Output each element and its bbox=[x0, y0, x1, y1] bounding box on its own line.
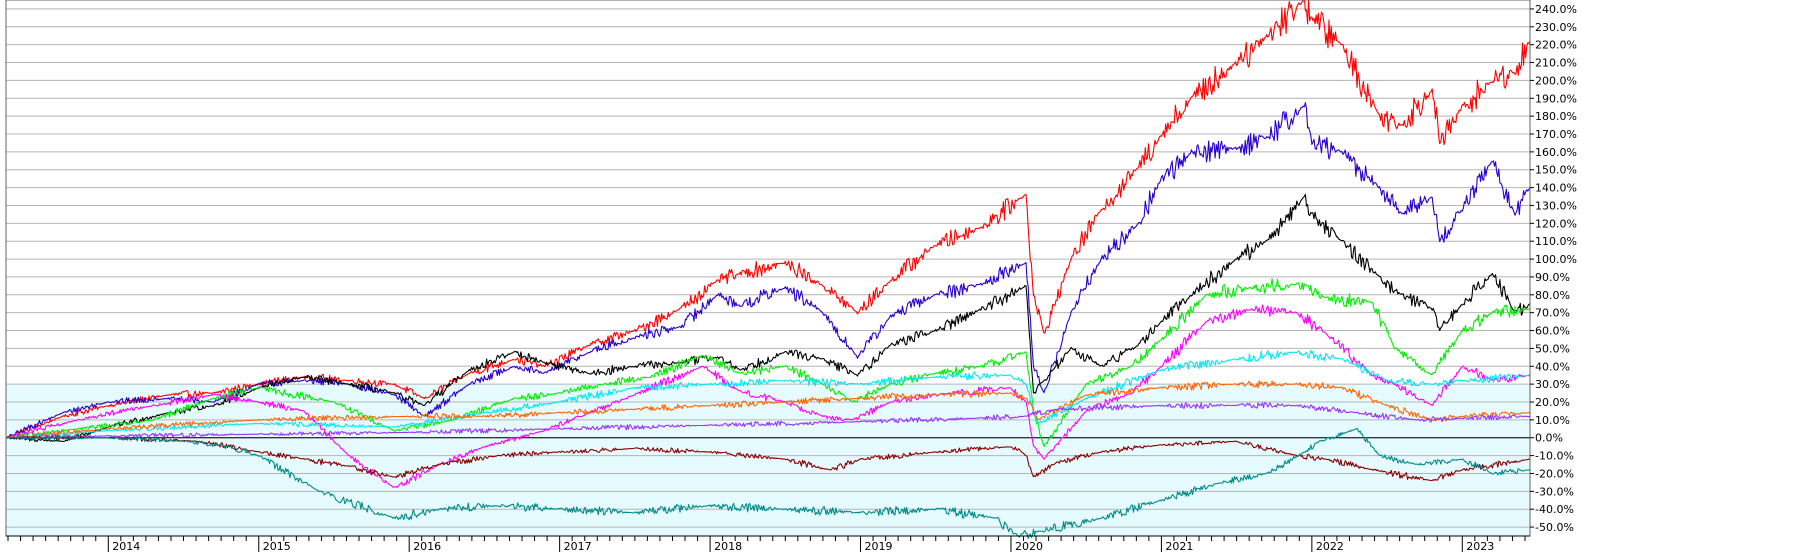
y-axis: 240.0% 230.0% 220.0% 210.0% 200.0% 190.0% 180.… bbox=[1530, 3, 1577, 534]
x-tick-label: 2016 bbox=[413, 540, 441, 553]
y-tick-label: 10.0% bbox=[1535, 414, 1570, 427]
x-tick-label: 2015 bbox=[263, 540, 291, 553]
y-tick-label: 230.0% bbox=[1535, 21, 1577, 34]
y-tick-label: 140.0% bbox=[1535, 182, 1577, 195]
y-tick-label: 40.0% bbox=[1535, 360, 1570, 373]
x-tick-label: 2017 bbox=[564, 540, 592, 553]
x-tick-label: 2020 bbox=[1015, 540, 1043, 553]
series-line bbox=[5, 278, 1531, 448]
series-line bbox=[5, 102, 1531, 439]
y-tick-label: 90.0% bbox=[1535, 271, 1570, 284]
y-tick-label: 30.0% bbox=[1535, 378, 1570, 391]
y-tick-label: 180.0% bbox=[1535, 110, 1577, 123]
series-line bbox=[5, 304, 1531, 488]
x-tick-label: 2014 bbox=[112, 540, 140, 553]
y-tick-label: -20.0% bbox=[1535, 467, 1574, 480]
series-line bbox=[5, 349, 1531, 439]
y-tick-label: 170.0% bbox=[1535, 128, 1577, 141]
y-tick-label: 150.0% bbox=[1535, 164, 1577, 177]
series-line bbox=[5, 402, 1531, 440]
y-tick-label: 160.0% bbox=[1535, 146, 1577, 159]
y-tick-label: 60.0% bbox=[1535, 325, 1570, 338]
series-line bbox=[5, 435, 1531, 482]
y-tick-label: 200.0% bbox=[1535, 74, 1577, 87]
y-tick-label: -30.0% bbox=[1535, 485, 1574, 498]
x-tick-label: 2019 bbox=[865, 540, 893, 553]
y-tick-label: 0.0% bbox=[1535, 432, 1563, 445]
y-tick-label: 240.0% bbox=[1535, 3, 1577, 16]
y-tick-label: 190.0% bbox=[1535, 92, 1577, 105]
y-tick-label: -50.0% bbox=[1535, 521, 1574, 534]
x-tick-label: 2022 bbox=[1316, 540, 1344, 553]
series-layer bbox=[5, 0, 1531, 540]
y-tick-label: 120.0% bbox=[1535, 217, 1577, 230]
y-tick-label: 220.0% bbox=[1535, 39, 1577, 52]
x-axis: 2014 2015 2016 2017 2018 2019 2020 2021 2022 2023 bbox=[6, 535, 1530, 553]
plot-background-lower bbox=[6, 384, 1530, 536]
y-tick-label: 210.0% bbox=[1535, 57, 1577, 70]
y-tick-label: 110.0% bbox=[1535, 235, 1577, 248]
series-line bbox=[5, 0, 1531, 439]
x-tick-label: 2023 bbox=[1466, 540, 1494, 553]
y-tick-label: 70.0% bbox=[1535, 307, 1570, 320]
series-line bbox=[5, 380, 1531, 439]
y-tick-label: 20.0% bbox=[1535, 396, 1570, 409]
series-line bbox=[5, 427, 1531, 540]
y-tick-label: 100.0% bbox=[1535, 253, 1577, 266]
y-tick-label: -10.0% bbox=[1535, 450, 1574, 463]
x-tick-label: 2018 bbox=[714, 540, 742, 553]
y-tick-label: 130.0% bbox=[1535, 199, 1577, 212]
x-tick-label: 2021 bbox=[1165, 540, 1193, 553]
y-tick-label: 80.0% bbox=[1535, 289, 1570, 302]
y-tick-label: 50.0% bbox=[1535, 342, 1570, 355]
y-tick-label: -40.0% bbox=[1535, 503, 1574, 516]
